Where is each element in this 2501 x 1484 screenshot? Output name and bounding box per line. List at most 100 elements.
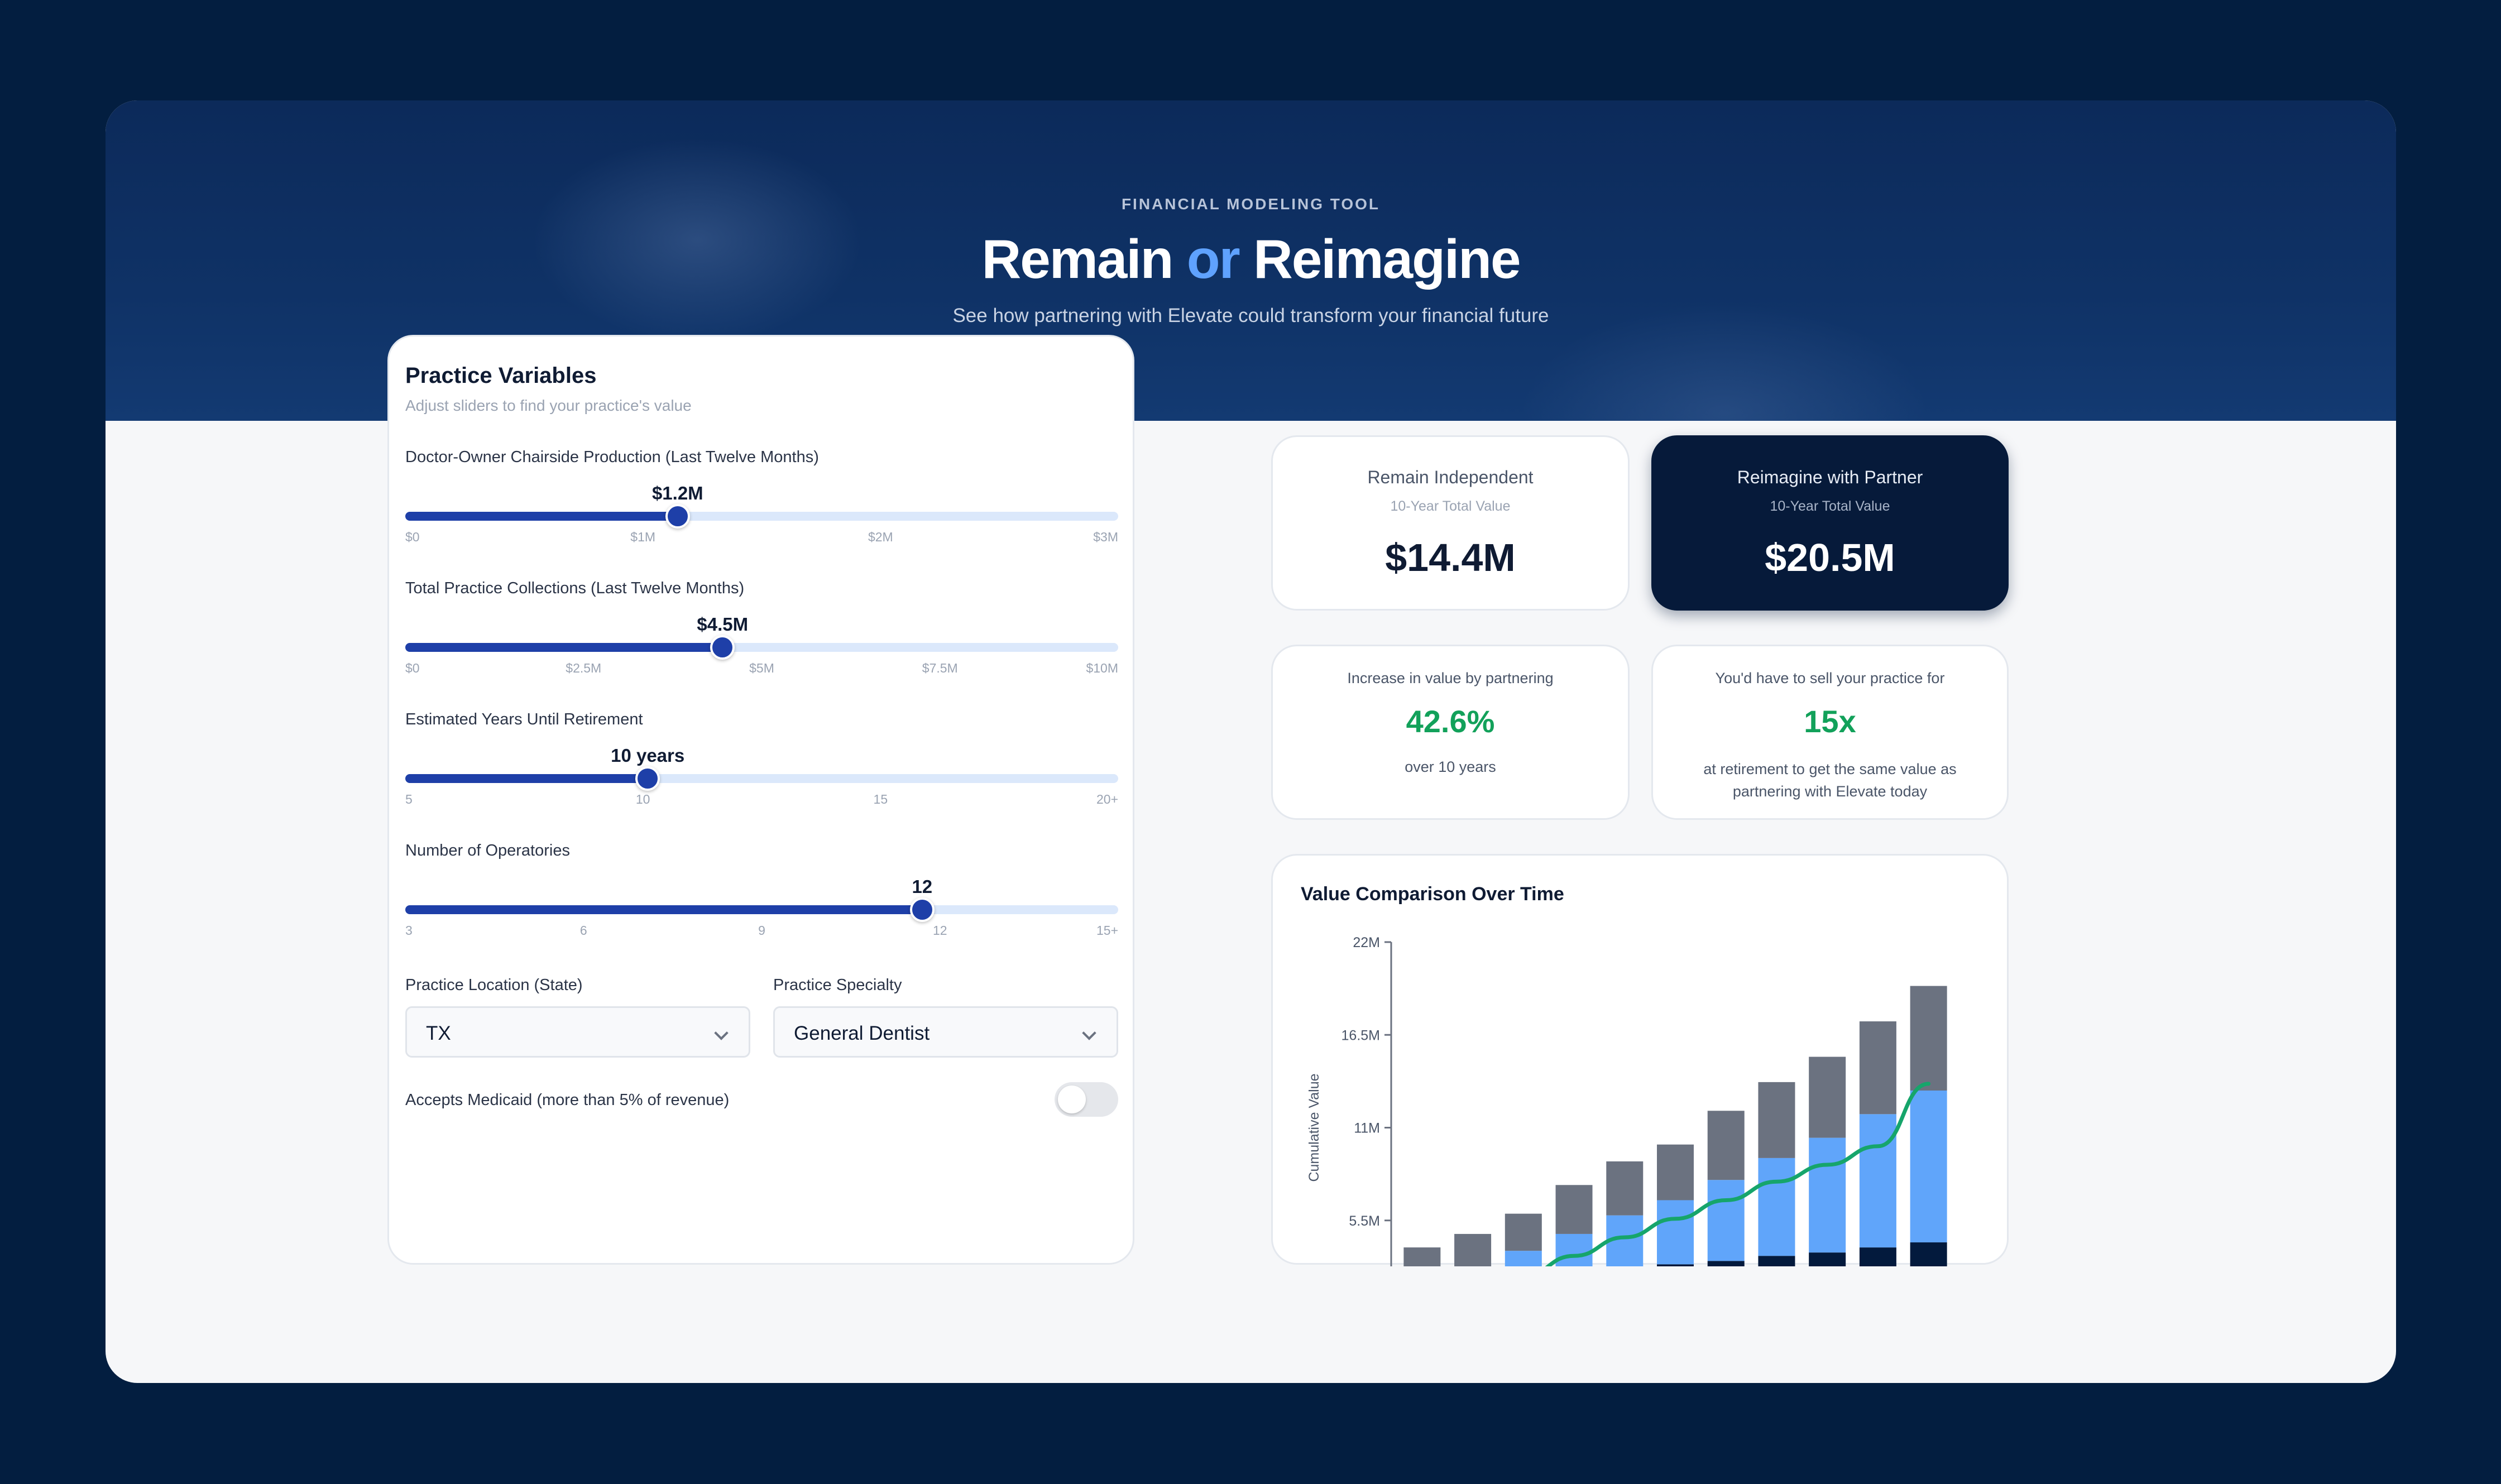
specialty-select-value: General Dentist (794, 1022, 930, 1044)
bar-segment-2 (1910, 986, 1947, 1091)
slider-thumb[interactable] (635, 766, 660, 791)
bar-segment-2 (1657, 1144, 1694, 1200)
medicaid-toggle[interactable] (1055, 1082, 1118, 1117)
bar-segment-0 (1707, 1261, 1745, 1266)
remain-independent-card: Remain Independent 10-Year Total Value $… (1271, 435, 1630, 611)
partner-value-line (1545, 1082, 1931, 1266)
slider-track[interactable] (405, 643, 1118, 652)
total-collections-slider[interactable]: Total Practice Collections (Last Twelve … (405, 579, 1118, 702)
specialty-label: Practice Specialty (773, 976, 902, 994)
y-tick-label: 11M (1354, 1121, 1380, 1136)
bar-segment-1 (1707, 1180, 1745, 1261)
bar-segment-2 (1758, 1082, 1795, 1158)
location-select[interactable]: TX (405, 1006, 750, 1058)
bar-segment-1 (1859, 1114, 1896, 1248)
slider-track[interactable] (405, 905, 1118, 914)
remain-value: $14.4M (1385, 536, 1516, 579)
reimagine-subtitle: 10-Year Total Value (1770, 498, 1890, 514)
chart-title: Value Comparison Over Time (1301, 883, 1564, 905)
y-tick-label: 16.5M (1341, 1027, 1380, 1043)
slider-tick-label: $7.5M (922, 661, 958, 675)
bar-segment-2 (1606, 1161, 1644, 1216)
slider-thumb[interactable] (909, 897, 935, 922)
slider-track[interactable] (405, 774, 1118, 783)
bar-segment-2 (1555, 1185, 1593, 1234)
bar-segment-1 (1657, 1200, 1694, 1265)
panel-subtitle: Adjust sliders to find your practice's v… (405, 397, 692, 414)
bar-segment-1 (1555, 1233, 1593, 1266)
slider-tick-label: 15 (873, 792, 888, 806)
years-until-retirement-slider[interactable]: Estimated Years Until Retirement 10 year… (405, 710, 1118, 833)
reimagine-title: Reimagine with Partner (1737, 467, 1923, 487)
bar-segment-2 (1707, 1111, 1745, 1180)
panel-title: Practice Variables (405, 363, 597, 388)
slider-thumb[interactable] (710, 635, 735, 660)
hero-title: Remain or Reimagine (106, 228, 2396, 291)
reimagine-partner-card: Reimagine with Partner 10-Year Total Val… (1651, 435, 2009, 611)
sell-bottom-text: at retirement to get the same value as p… (1703, 761, 1957, 800)
hero-title-accent: or (1186, 228, 1240, 290)
chairside-production-slider[interactable]: Doctor-Owner Chairside Production (Last … (405, 448, 1118, 571)
slider-value: 10 years (611, 745, 685, 766)
hero-title-part1: Remain (981, 228, 1173, 290)
operatories-slider[interactable]: Number of Operatories 12 3 6 9 12 15+ (405, 842, 1118, 964)
slider-tick-label: 10 (635, 792, 650, 806)
sell-multiple-card: You'd have to sell your practice for 15x… (1651, 645, 2009, 820)
sell-multiple-value: 15x (1804, 704, 1856, 739)
slider-tick-label: 6 (579, 923, 587, 938)
chevron-down-icon (714, 1026, 729, 1040)
location-select-value: TX (426, 1022, 451, 1044)
medicaid-label: Accepts Medicaid (more than 5% of revenu… (405, 1091, 730, 1109)
slider-tick-label: 5 (405, 792, 413, 806)
slider-tick-label: $5M (749, 661, 774, 675)
specialty-select[interactable]: General Dentist (773, 1006, 1118, 1058)
y-tick-label: 22M (1353, 935, 1380, 950)
bar-segment-1 (1505, 1251, 1542, 1266)
value-comparison-chart-panel: Value Comparison Over Time 05.5M11M16.5M… (1271, 854, 2009, 1266)
slider-tick-label: 15+ (1096, 923, 1118, 938)
bar-segment-0 (1657, 1264, 1694, 1266)
bar-segment-0 (1809, 1252, 1846, 1266)
slider-fill (405, 643, 723, 652)
slider-label: Total Practice Collections (Last Twelve … (405, 579, 745, 597)
slider-label: Estimated Years Until Retirement (405, 710, 643, 728)
bar-segment-2 (1859, 1021, 1896, 1115)
slider-value: $1.2M (651, 483, 703, 503)
bar-segment-0 (1910, 1242, 1947, 1266)
slider-tick-label: $2.5M (566, 661, 602, 675)
slider-tick-label: 9 (758, 923, 765, 938)
slider-tick-label: 3 (405, 923, 413, 938)
slider-value: 12 (912, 876, 933, 897)
reimagine-value: $20.5M (1765, 536, 1895, 579)
slider-value: $4.5M (697, 614, 749, 635)
toggle-knob (1058, 1086, 1086, 1113)
hero-subtitle: See how partnering with Elevate could tr… (952, 305, 1549, 326)
bar-segment-1 (1758, 1158, 1795, 1256)
remain-title: Remain Independent (1367, 467, 1534, 487)
slider-tick-label: $1M (630, 530, 656, 544)
increase-top-text: Increase in value by partnering (1347, 670, 1554, 686)
slider-fill (405, 512, 678, 521)
slider-tick-label: 12 (932, 923, 947, 938)
increase-value-card: Increase in value by partnering 42.6% ov… (1271, 645, 1630, 820)
slider-tick-label: $3M (1093, 530, 1118, 544)
bar-segment-2 (1454, 1233, 1492, 1266)
slider-thumb[interactable] (665, 504, 690, 529)
chevron-down-icon (1082, 1026, 1096, 1040)
bar-segment-0 (1859, 1247, 1896, 1266)
bar-segment-2 (1505, 1213, 1542, 1251)
bar-segment-0 (1758, 1256, 1795, 1266)
bar-segment-1 (1809, 1137, 1846, 1253)
location-label: Practice Location (State) (405, 976, 583, 994)
slider-track[interactable] (405, 512, 1118, 521)
slider-tick-label: 20+ (1096, 792, 1118, 806)
slider-tick-label: $0 (405, 661, 420, 675)
bar-segment-1 (1910, 1091, 1947, 1243)
slider-tick-label: $2M (868, 530, 893, 544)
slider-tick-label: $0 (405, 530, 420, 544)
y-tick-label: 5.5M (1349, 1213, 1380, 1229)
slider-fill (405, 774, 648, 783)
bar-segment-2 (1809, 1056, 1846, 1138)
slider-label: Doctor-Owner Chairside Production (Last … (405, 448, 819, 466)
